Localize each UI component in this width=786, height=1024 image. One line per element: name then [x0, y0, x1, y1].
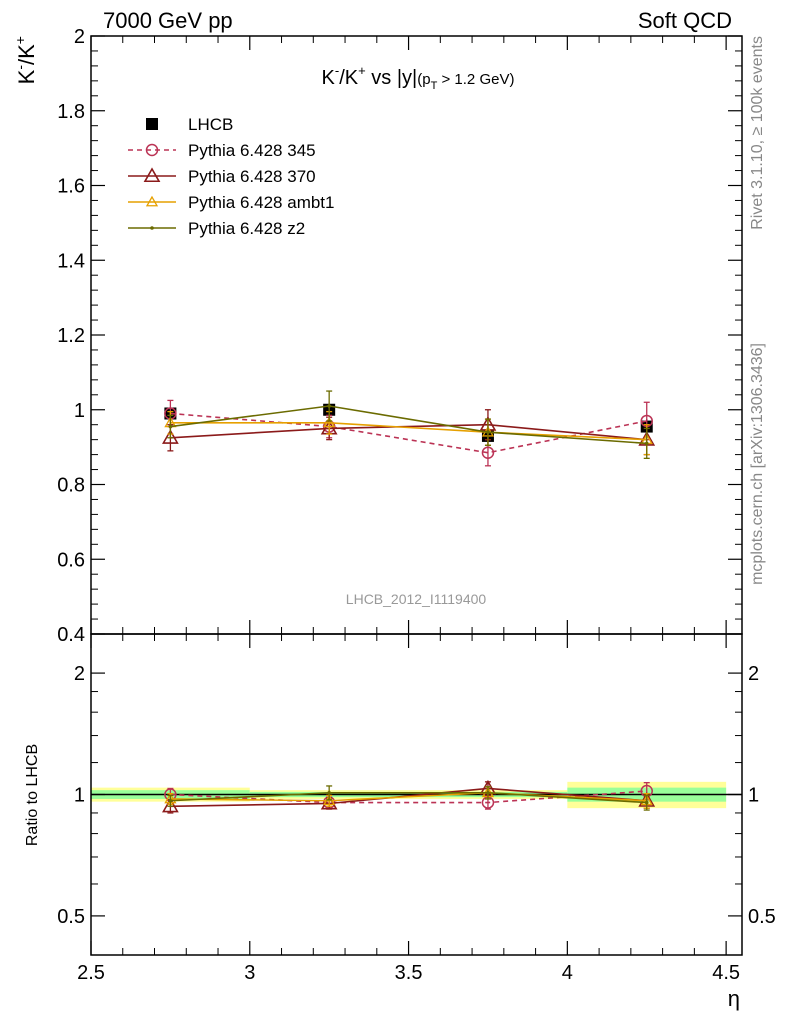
legend-label: Pythia 6.428 ambt1 [188, 193, 334, 212]
main-plot: 0.4 0.6 0.8 1 1.2 1.4 1.6 1.8 2 [57, 26, 743, 646]
pythia-z2-marker [486, 790, 490, 795]
pythia-z2-marker [168, 798, 173, 803]
ratio-y-tick-label-right: 2 [748, 663, 759, 685]
pythia-345-marker [481, 446, 495, 459]
legend: LHCB Pythia 6.428 345 Pythia 6.428 370 Pyth… [128, 115, 334, 238]
header-left: 7000 GeV pp [103, 8, 233, 33]
legend-label: LHCB [188, 115, 233, 134]
ratio-y-tick-label-right: 1 [748, 785, 759, 807]
lhcb-marker [146, 118, 158, 130]
pythia-z2-marker [327, 404, 331, 408]
x-tick-label: 4.5 [712, 962, 740, 984]
y-tick-label: 1 [74, 400, 85, 422]
ratio-axis-label: Ratio to LHCB [24, 744, 41, 846]
legend-entry-ambt1: Pythia 6.428 ambt1 [128, 193, 334, 212]
mcplots-label: mcplots.cern.ch [arXiv:1306.3436] [749, 343, 766, 585]
legend-label: Pythia 6.428 370 [188, 167, 316, 186]
legend-entry-lhcb: LHCB [146, 115, 233, 134]
z2-line [170, 791, 647, 804]
ratio-y-tick-label: 0.5 [57, 906, 85, 928]
pythia-370-marker [143, 167, 161, 183]
x-tick-label: 4 [562, 962, 573, 984]
ratio-y-tick-label-right: 0.5 [748, 906, 776, 928]
ratio-y-tick-label: 1 [74, 785, 85, 807]
ratio-y-tick-label: 2 [74, 663, 85, 685]
legend-label: Pythia 6.428 z2 [188, 219, 305, 238]
pythia-z2-marker [327, 790, 331, 795]
pythia-z2-marker [644, 800, 649, 805]
pythia-z2-marker [168, 424, 173, 429]
analysis-watermark: LHCB_2012_I1119400 [346, 591, 487, 607]
pythia-ambt1-marker [145, 195, 159, 207]
y-tick-label: 0.4 [57, 624, 85, 646]
rivet-label: Rivet 3.1.10, ≥ 100k events [749, 36, 766, 230]
legend-entry-p370: Pythia 6.428 370 [128, 167, 316, 186]
y-tick-label: 0.8 [57, 475, 85, 497]
pythia-370-marker [162, 797, 179, 813]
y-axis-label: K-/K+ [12, 36, 39, 84]
y-tick-label: 2 [74, 26, 85, 48]
ambt1-line [170, 791, 647, 802]
y-tick-label: 0.6 [57, 549, 85, 571]
main-title: K-/K+ vs |y|(pT > 1.2 GeV) [322, 63, 515, 92]
pythia-370-marker [162, 429, 179, 444]
pythia-z2-marker [150, 226, 154, 230]
ambt1-line [170, 422, 647, 441]
legend-entry-p345: Pythia 6.428 345 [128, 141, 316, 160]
pythia-ambt1-marker [323, 416, 336, 428]
y-tick-label: 1.8 [57, 101, 85, 123]
x-tick-label: 3 [244, 962, 255, 984]
z2-line [170, 405, 647, 445]
header-right: Soft QCD [638, 8, 732, 33]
y-tick-label: 1.2 [57, 325, 85, 347]
ratio-plot: 2.5 3 3.5 4 4.5 0.5 0.5 1 1 2 2 [57, 633, 776, 984]
pythia-345-marker [145, 143, 159, 157]
y-tick-label: 1.6 [57, 176, 85, 198]
p370-line [170, 423, 647, 441]
x-tick-label: 3.5 [395, 962, 423, 984]
legend-entry-z2: Pythia 6.428 z2 [128, 219, 305, 238]
x-axis-label: η [728, 986, 740, 1011]
x-tick-label: 2.5 [77, 962, 105, 984]
pythia-z2-marker [644, 441, 649, 446]
pythia-z2-marker [486, 430, 490, 434]
y-tick-label: 1.4 [57, 250, 85, 272]
legend-label: Pythia 6.428 345 [188, 141, 316, 160]
